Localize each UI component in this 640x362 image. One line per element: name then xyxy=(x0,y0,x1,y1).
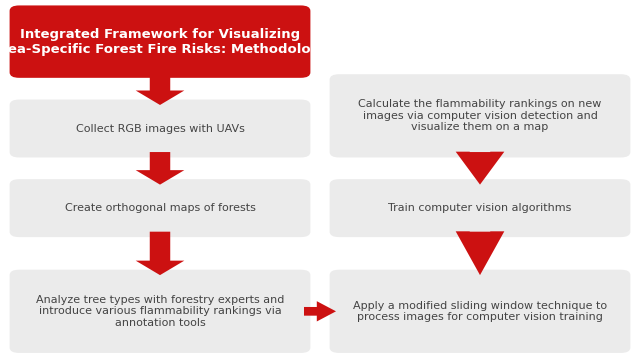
Text: Integrated Framework for Visualizing
Area-Specific Forest Fire Risks: Methodolog: Integrated Framework for Visualizing Are… xyxy=(0,28,329,56)
FancyBboxPatch shape xyxy=(330,270,630,353)
Text: Create orthogonal maps of forests: Create orthogonal maps of forests xyxy=(65,203,255,213)
Polygon shape xyxy=(456,152,504,185)
FancyBboxPatch shape xyxy=(330,179,630,237)
FancyBboxPatch shape xyxy=(10,179,310,237)
Polygon shape xyxy=(136,232,184,275)
Text: Analyze tree types with forestry experts and
introduce various flammability rank: Analyze tree types with forestry experts… xyxy=(36,295,284,328)
Text: Calculate the flammability rankings on new
images via computer vision detection : Calculate the flammability rankings on n… xyxy=(358,99,602,132)
Text: Train computer vision algorithms: Train computer vision algorithms xyxy=(388,203,572,213)
Polygon shape xyxy=(304,301,336,321)
FancyBboxPatch shape xyxy=(330,74,630,157)
Polygon shape xyxy=(456,231,504,275)
Text: Apply a modified sliding window technique to
process images for computer vision : Apply a modified sliding window techniqu… xyxy=(353,300,607,322)
Polygon shape xyxy=(136,152,184,185)
FancyBboxPatch shape xyxy=(10,270,310,353)
FancyBboxPatch shape xyxy=(10,5,310,78)
Polygon shape xyxy=(136,72,184,105)
Text: Collect RGB images with UAVs: Collect RGB images with UAVs xyxy=(76,123,244,134)
FancyBboxPatch shape xyxy=(10,100,310,157)
